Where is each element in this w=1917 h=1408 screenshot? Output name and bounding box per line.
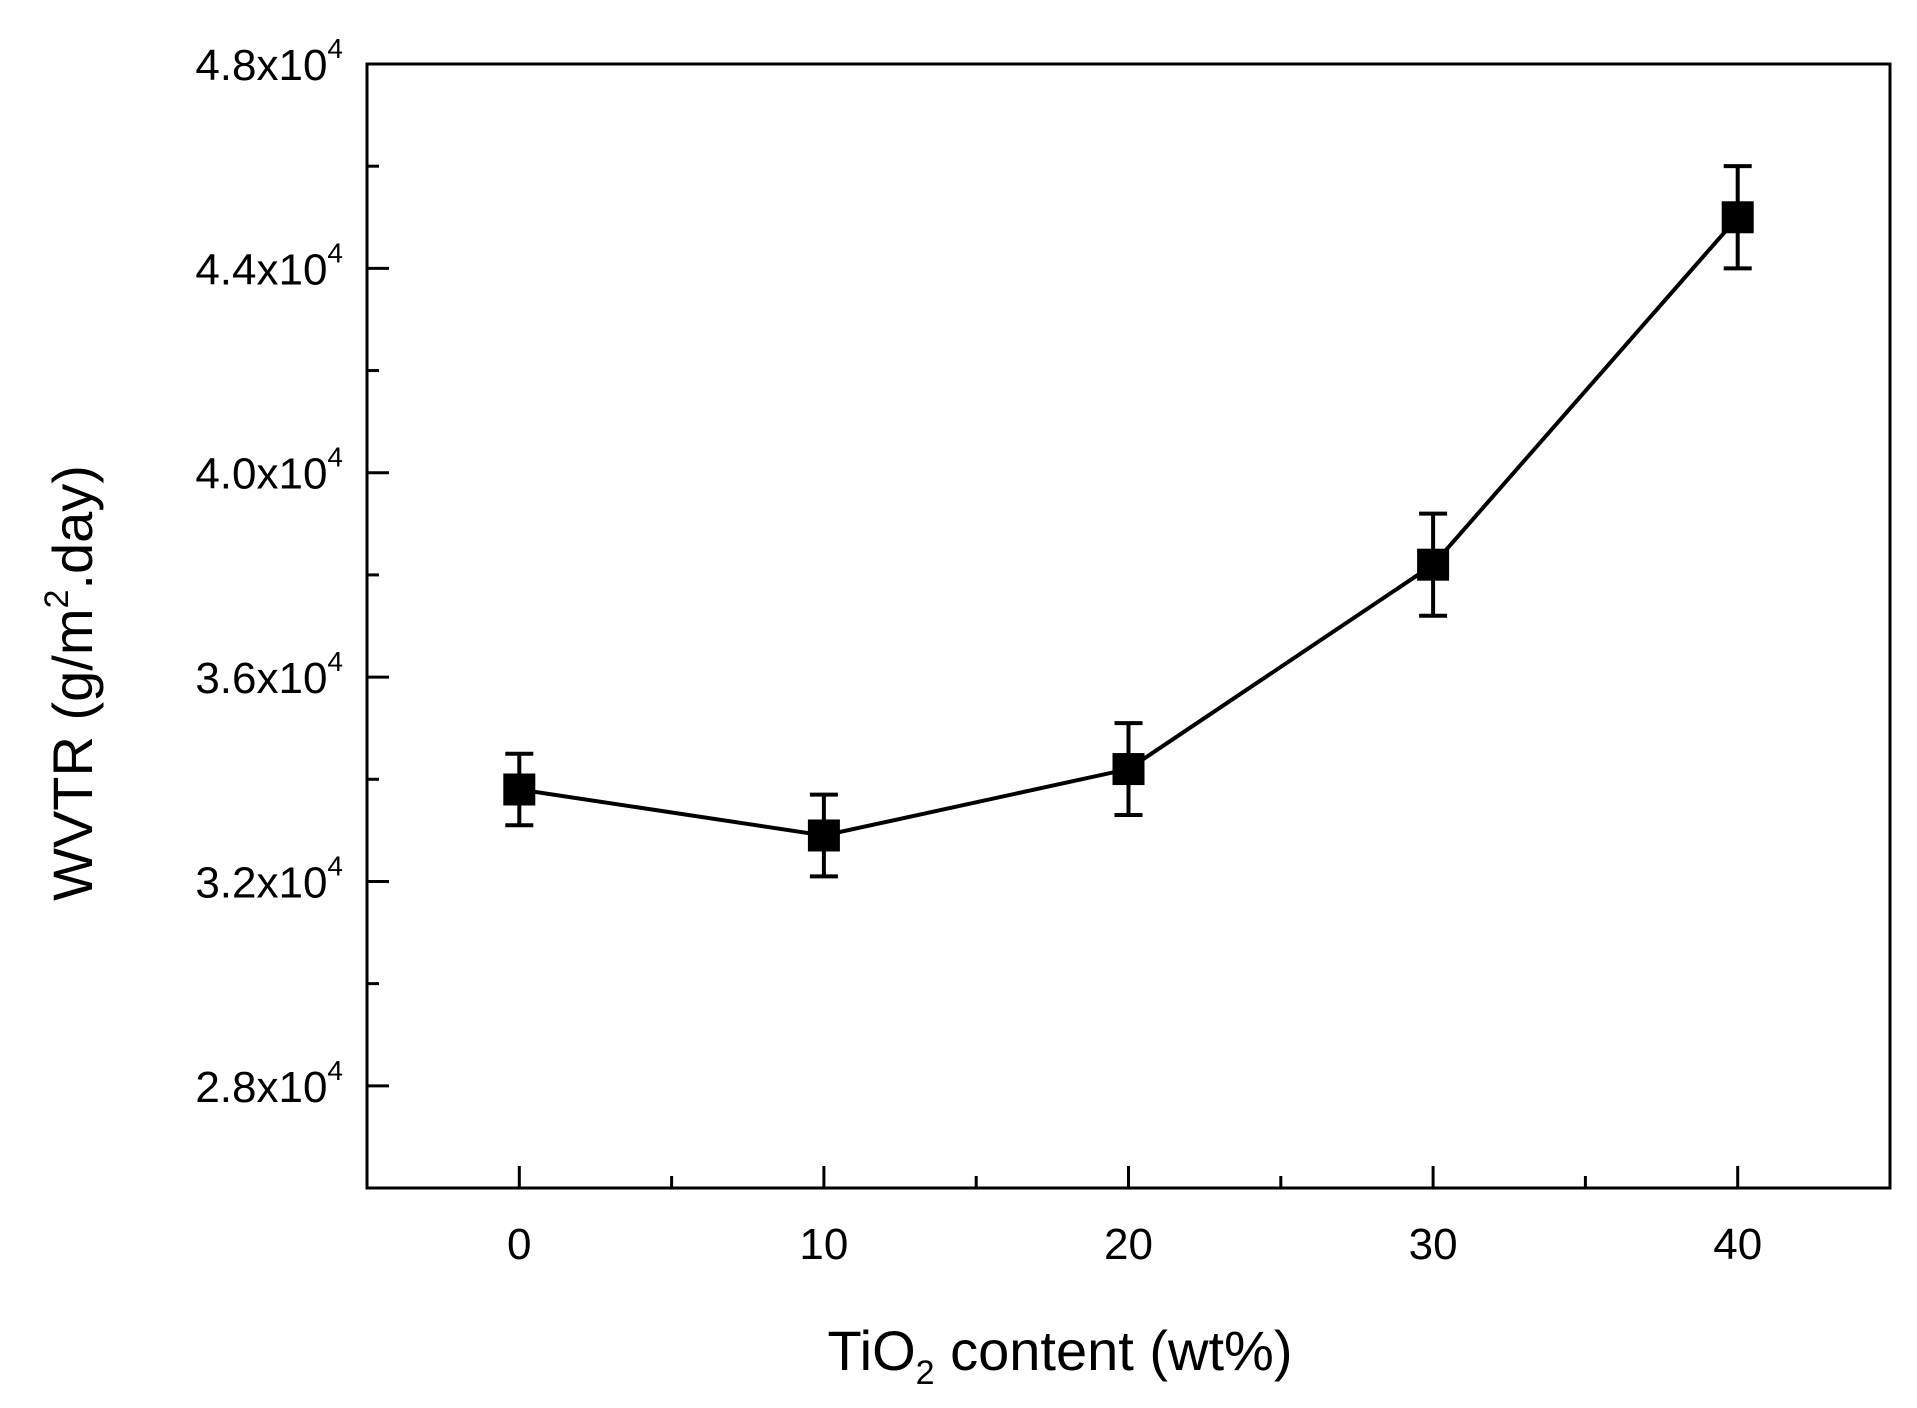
y-tick-label-mantissa: 3.6x10 — [195, 654, 327, 703]
x-axis-title-rest: content (wt%) — [935, 1319, 1293, 1382]
y-tick-label-mantissa: 4.4x10 — [195, 245, 327, 294]
x-tick-label: 30 — [1409, 1220, 1458, 1269]
y-tick-label: 3.2x104 — [195, 850, 343, 907]
axis-ticks — [367, 62, 1740, 1188]
data-point-square — [1721, 201, 1754, 234]
y-tick-label-exponent: 4 — [327, 646, 343, 677]
data-point-square — [1112, 753, 1145, 786]
y-tick-label: 4.4x104 — [195, 237, 343, 294]
y-tick-label: 2.8x104 — [195, 1055, 343, 1112]
x-tick-label: 0 — [507, 1220, 531, 1269]
y-tick-label: 3.6x104 — [195, 646, 343, 703]
y-axis-title-superscript: 2 — [38, 590, 76, 609]
data-point-square — [1417, 548, 1450, 581]
y-tick-label-mantissa: 2.8x10 — [195, 1063, 327, 1112]
y-tick-label-mantissa: 3.2x10 — [195, 858, 327, 907]
plot-frame — [365, 62, 1892, 1190]
y-tick-label-mantissa: 4.0x10 — [195, 450, 327, 499]
y-tick-label-exponent: 4 — [327, 850, 343, 881]
data-point-square — [807, 819, 840, 852]
x-axis-title: TiO2 content (wt%) — [828, 1319, 1293, 1392]
y-tick-label: 4.8x104 — [195, 33, 343, 90]
data-point-square — [503, 773, 536, 806]
y-axis-title: WVTR (g/m2.day) — [38, 465, 104, 901]
y-tick-label-mantissa: 4.8x10 — [195, 41, 327, 90]
plot-area — [365, 62, 1892, 1190]
y-tick-label: 4.0x104 — [195, 442, 343, 499]
y-tick-label-exponent: 4 — [327, 33, 343, 64]
y-axis-title-main: WVTR (g/m — [41, 609, 104, 901]
x-tick-label: 10 — [799, 1220, 848, 1269]
x-tick-label: 20 — [1104, 1220, 1153, 1269]
y-tick-label-exponent: 4 — [327, 1055, 343, 1086]
x-axis-title-main: TiO — [828, 1319, 916, 1382]
y-tick-label-exponent: 4 — [327, 442, 343, 473]
x-axis-title-subscript: 2 — [916, 1354, 935, 1392]
tick-labels: 0 10 20 30 402.8x1043.2x1043.6x1044.0x1044.4… — [195, 33, 1762, 1269]
y-axis-title-rest: .day) — [41, 465, 104, 590]
x-tick-label: 40 — [1713, 1220, 1762, 1269]
y-tick-label-exponent: 4 — [327, 237, 343, 268]
series-wvtr — [503, 164, 1754, 879]
